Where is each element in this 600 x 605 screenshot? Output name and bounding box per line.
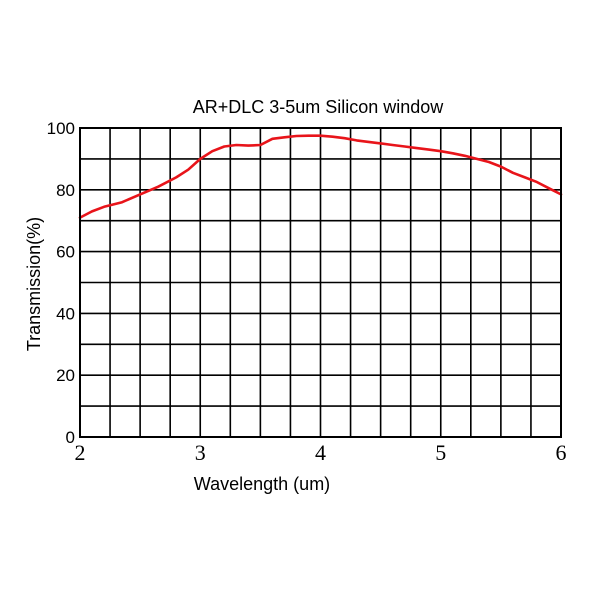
- plot-border: [79, 127, 562, 438]
- y-tick-label: 100: [47, 119, 75, 138]
- transmission-line: [78, 134, 563, 219]
- plot-frame: [79, 127, 562, 438]
- x-axis-label: Wavelength (um): [194, 474, 330, 494]
- y-tick-label: 20: [56, 366, 75, 385]
- x-tick-label: 6: [556, 440, 567, 465]
- y-tick-label: 60: [56, 243, 75, 262]
- y-axis-label: Transmission(%): [24, 217, 44, 351]
- x-tick-label: 3: [195, 440, 206, 465]
- x-tick-label: 5: [435, 440, 446, 465]
- y-tick-labels: 0 20 40 60 80 100: [47, 119, 75, 447]
- chart-title: AR+DLC 3-5um Silicon window: [193, 97, 445, 117]
- y-tick-label: 0: [66, 428, 75, 447]
- y-tick-label: 40: [56, 304, 75, 323]
- x-tick-label: 4: [315, 440, 326, 465]
- x-tick-label: 2: [75, 440, 86, 465]
- series-layer: [78, 134, 563, 219]
- grid: [79, 127, 562, 438]
- y-tick-label: 80: [56, 181, 75, 200]
- x-tick-labels: 2 3 4 5 6: [75, 440, 567, 465]
